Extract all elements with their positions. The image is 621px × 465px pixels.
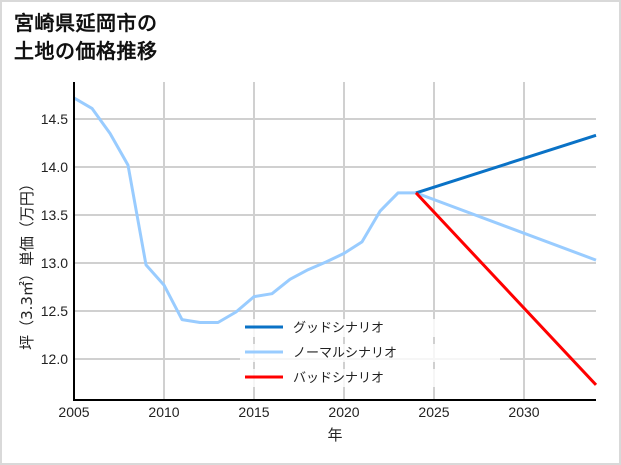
x-tick-label: 2005 [58, 404, 89, 420]
legend-label: グッドシナリオ [293, 321, 384, 336]
chart-title-line1: 宮崎県延岡市の [14, 11, 158, 35]
y-tick-label: 14.0 [41, 159, 68, 175]
y-axis-label: 坪（3.3㎡）単価（万円） [18, 176, 36, 350]
x-tick-label: 2020 [328, 404, 359, 420]
y-tick-label: 13.0 [41, 255, 68, 271]
series-line [73, 96, 597, 324]
y-tick-label: 13.5 [41, 207, 68, 223]
grid-lines [74, 82, 596, 400]
x-tick-label: 2030 [508, 404, 539, 420]
y-tick-label: 12.5 [41, 303, 68, 319]
x-tick-label: 2010 [148, 404, 179, 420]
x-tick-label: 2025 [418, 404, 449, 420]
x-axis-label: 年 [327, 426, 342, 444]
y-tick-label: 12.0 [41, 351, 68, 367]
legend-bg [240, 344, 500, 362]
x-tick-label: 2015 [238, 404, 269, 420]
tick-labels: 2005 2010 2015 2020 2025 2030 12.0 12.5 13.0 13.5… [41, 111, 540, 420]
axes [73, 82, 596, 401]
chart-title: 宮崎県延岡市の 土地の価格推移 [14, 9, 158, 65]
series-line [415, 133, 597, 195]
data-lines [73, 96, 598, 386]
series-line [414, 191, 598, 386]
chart-title-line2: 土地の価格推移 [14, 39, 158, 63]
legend-label: バッドシナリオ [293, 371, 384, 386]
y-tick-label: 14.5 [41, 111, 68, 127]
legend-bg [240, 319, 500, 337]
legend-label: ノーマルシナリオ [293, 346, 397, 361]
legend-bg [240, 369, 500, 387]
